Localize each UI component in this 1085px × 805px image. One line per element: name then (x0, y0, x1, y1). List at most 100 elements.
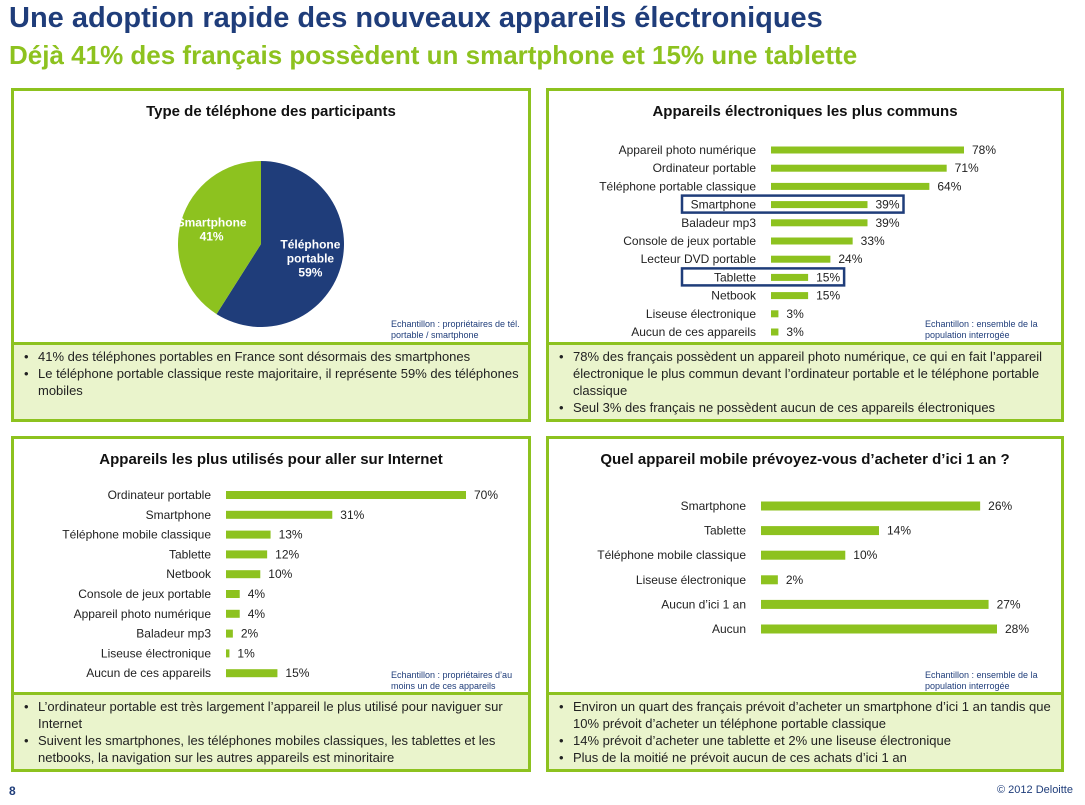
bar-chart-common-devices: Appareil photo numérique 78% Ordinateur po… (599, 143, 996, 339)
common-category-label: Netbook (711, 289, 757, 303)
internet-category-label: Baladeur mp3 (136, 627, 211, 641)
purchase-category-label: Tablette (704, 524, 746, 538)
internet-bar-netbook (226, 570, 261, 579)
copyright: © 2012 Deloitte (997, 784, 1073, 796)
notes-phone-type: 41% des téléphones portables en France s… (14, 342, 528, 419)
common-value-label: 78% (972, 143, 996, 157)
common-highlight-tablette (680, 267, 846, 287)
sample-note-purchase-intent: Echantillon : ensemble de la population … (925, 670, 1038, 691)
common-category-label: Téléphone portable classique (599, 179, 756, 193)
page-subtitle: Déjà 41% des français possèdent un smart… (9, 40, 858, 70)
purchase-category-label: Smartphone (681, 499, 747, 513)
internet-value-label: 4% (248, 587, 266, 601)
common-category-label: Console de jeux portable (623, 234, 756, 248)
internet-value-label: 12% (275, 547, 299, 561)
internet-bar-telephone-mobile-classique (226, 530, 271, 539)
internet-value-label: 4% (248, 607, 266, 621)
purchase-category-label: Aucun (712, 622, 746, 636)
internet-category-label: Ordinateur portable (108, 488, 212, 502)
common-value-label: 15% (816, 270, 840, 284)
common-value-label: 3% (786, 307, 804, 321)
internet-bar-appareil-photo-numerique (226, 609, 240, 618)
internet-category-label: Liseuse électronique (101, 646, 211, 660)
common-category-label: Smartphone (691, 198, 757, 212)
panel-title-common-devices: Appareils électroniques les plus communs (652, 103, 958, 120)
panel-purchase-intent: Quel appareil mobile prévoyez-vous d’ach… (546, 436, 1064, 772)
notes-internet-devices: L’ordinateur portable est très largement… (14, 692, 528, 769)
note-bullet: 78% des français possèdent un appareil p… (559, 348, 1053, 399)
note-bullet: L’ordinateur portable est très largement… (24, 698, 520, 732)
purchase-bar-tablette (761, 526, 879, 536)
common-category-label: Ordinateur portable (653, 161, 757, 175)
internet-bar-ordinateur-portable (226, 491, 466, 499)
common-bar-ordinateur-portable (771, 164, 947, 172)
common-value-label: 71% (955, 161, 979, 175)
internet-category-label: Netbook (166, 567, 212, 581)
common-bar-telephone-portable-classique (771, 182, 930, 190)
common-bar-aucun-de-ces-appareils (771, 328, 779, 336)
internet-bar-console-de-jeux-portable (226, 590, 240, 598)
panel-common-devices: Appareils électroniques les plus communs… (546, 88, 1064, 422)
purchase-value-label: 26% (988, 499, 1012, 513)
panel-title-purchase-intent: Quel appareil mobile prévoyez-vous d’ach… (600, 451, 1010, 468)
pie-slice-telephone-portable (216, 161, 344, 327)
purchase-value-label: 2% (786, 573, 804, 587)
common-bar-lecteur-dvd-portable (771, 255, 831, 263)
purchase-bar-liseuse-electronique (761, 575, 778, 585)
panel-title-internet-devices: Appareils les plus utilisés pour aller s… (99, 451, 443, 468)
notes-common-devices: 78% des français possèdent un appareil p… (549, 342, 1061, 419)
purchase-value-label: 28% (1005, 622, 1029, 636)
common-value-label: 3% (786, 325, 804, 339)
common-category-label: Baladeur mp3 (681, 216, 756, 230)
note-bullet: Seul 3% des français ne possèdent aucun … (559, 399, 1053, 416)
internet-value-label: 2% (241, 627, 259, 641)
purchase-category-label: Liseuse électronique (636, 573, 746, 587)
internet-value-label: 1% (237, 646, 255, 660)
purchase-value-label: 27% (997, 597, 1021, 611)
bar-chart-internet-devices: Ordinateur portable 70% Smartphone 31% Télép… (62, 488, 498, 680)
internet-value-label: 31% (340, 508, 364, 522)
panel-title-phone-type: Type de téléphone des participants (146, 103, 396, 120)
panel-phone-type: Type de téléphone des participants Télép… (11, 88, 531, 422)
internet-category-label: Aucun de ces appareils (86, 666, 211, 680)
note-bullet: 14% prévoit d’acheter une tablette et 2%… (559, 732, 1053, 749)
purchase-bar-aucun-d-ici-1-an (761, 599, 989, 609)
pie-label-smartphone: 41% (200, 230, 224, 244)
internet-bar-aucun-de-ces-appareils (226, 669, 278, 678)
internet-bar-baladeur-mp3 (226, 629, 233, 638)
purchase-bar-smartphone (761, 501, 981, 511)
internet-category-label: Appareil photo numérique (74, 607, 212, 621)
purchase-bar-telephone-mobile-classique (761, 550, 846, 560)
sample-note-internet-devices: Echantillon : propriétaires d’au moins u… (391, 670, 513, 691)
internet-bar-smartphone (226, 510, 333, 519)
purchase-category-label: Aucun d’ici 1 an (661, 597, 746, 611)
common-value-label: 39% (876, 198, 900, 212)
common-bar-baladeur-mp3 (771, 219, 868, 227)
common-category-label: Aucun de ces appareils (631, 325, 756, 339)
internet-value-label: 70% (474, 488, 498, 502)
internet-value-label: 13% (279, 528, 303, 542)
common-bar-liseuse-electronique (771, 310, 779, 318)
common-bar-appareil-photo-numerique (771, 146, 964, 154)
common-bar-console-de-jeux-portable (771, 237, 853, 245)
page-number: 8 (9, 784, 16, 798)
common-highlight-smartphone (680, 194, 905, 214)
common-bar-netbook (771, 292, 809, 300)
common-category-label: Liseuse électronique (646, 307, 756, 321)
common-category-label: Lecteur DVD portable (641, 252, 757, 266)
common-bar-tablette (771, 273, 809, 281)
bar-chart-purchase-intent: Smartphone 26% Tablette 14% Téléphone mobile… (597, 499, 1029, 636)
panel-internet-devices: Appareils les plus utilisés pour aller s… (11, 436, 531, 772)
internet-category-label: Tablette (169, 547, 211, 561)
internet-category-label: Téléphone mobile classique (62, 528, 211, 542)
internet-category-label: Console de jeux portable (78, 587, 211, 601)
internet-bar-tablette (226, 550, 268, 559)
note-bullet: 41% des téléphones portables en France s… (24, 348, 520, 365)
internet-bar-liseuse-electronique (226, 649, 230, 658)
pie-label-telephone-portable: Téléphone (280, 237, 340, 251)
note-bullet: Suivent les smartphones, les téléphones … (24, 732, 520, 766)
internet-category-label: Smartphone (146, 508, 212, 522)
common-value-label: 24% (838, 252, 862, 266)
purchase-category-label: Téléphone mobile classique (597, 548, 746, 562)
